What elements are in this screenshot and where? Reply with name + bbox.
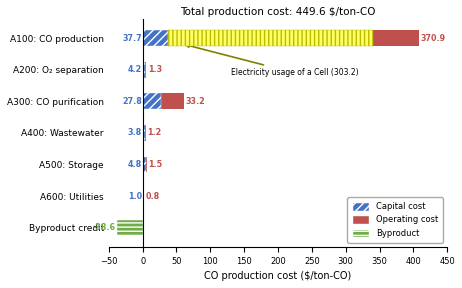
X-axis label: CO production cost ($/ton-CO): CO production cost ($/ton-CO) [204, 271, 352, 281]
Text: -38.6: -38.6 [92, 223, 116, 232]
Text: 4.2: 4.2 [128, 65, 142, 74]
Bar [143, 62, 146, 77]
Text: 33.2: 33.2 [185, 97, 205, 106]
Bar [143, 125, 145, 141]
Bar [143, 125, 146, 141]
Bar [143, 30, 419, 46]
Bar [143, 30, 168, 46]
Bar [116, 220, 143, 236]
Text: 1.3: 1.3 [148, 65, 162, 74]
Bar [143, 157, 147, 173]
Title: Total production cost: 449.6 $/ton-CO: Total production cost: 449.6 $/ton-CO [180, 7, 376, 17]
Bar [143, 188, 144, 204]
Text: 0.8: 0.8 [145, 192, 159, 201]
Bar [143, 93, 184, 109]
Text: 4.8: 4.8 [128, 160, 142, 169]
Text: 1.5: 1.5 [148, 160, 162, 169]
Text: 3.8: 3.8 [128, 128, 142, 137]
Text: 37.7: 37.7 [122, 34, 142, 43]
Text: 27.8: 27.8 [122, 97, 142, 106]
Legend: Capital cost, Operating cost, Byproduct: Capital cost, Operating cost, Byproduct [347, 197, 443, 242]
Bar [143, 157, 146, 173]
Text: 1.2: 1.2 [147, 128, 162, 137]
Text: Electricity usage of a Cell (303.2): Electricity usage of a Cell (303.2) [186, 44, 358, 77]
Bar [143, 62, 146, 77]
Text: 370.9: 370.9 [420, 34, 446, 43]
Text: 1.0: 1.0 [128, 192, 142, 201]
Bar [143, 93, 161, 109]
Bar [168, 30, 373, 46]
